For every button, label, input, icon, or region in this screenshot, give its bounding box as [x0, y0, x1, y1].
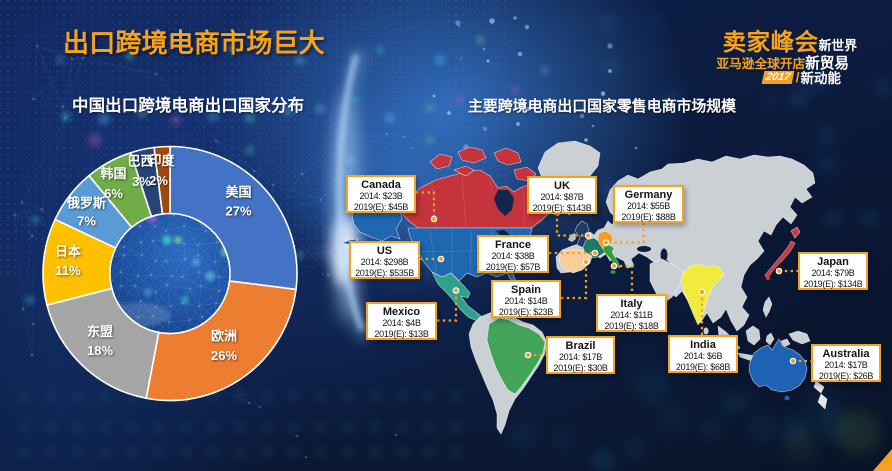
svg-text:3%: 3% — [132, 174, 151, 189]
svg-text:27%: 27% — [225, 204, 251, 219]
svg-text:18%: 18% — [87, 343, 113, 358]
svg-text:欧洲: 欧洲 — [211, 329, 237, 344]
svg-text:7%: 7% — [77, 214, 96, 229]
svg-text:美国: 美国 — [225, 185, 251, 200]
svg-text:26%: 26% — [211, 348, 237, 363]
svg-text:印度: 印度 — [148, 153, 175, 168]
svg-text:韩国: 韩国 — [100, 166, 126, 181]
svg-text:2%: 2% — [149, 173, 168, 188]
svg-text:11%: 11% — [55, 263, 81, 278]
svg-text:东盟: 东盟 — [87, 324, 113, 339]
svg-text:巴西: 巴西 — [127, 154, 153, 169]
svg-text:日本: 日本 — [55, 244, 81, 259]
svg-text:6%: 6% — [104, 186, 123, 201]
svg-text:俄罗斯: 俄罗斯 — [66, 196, 106, 211]
